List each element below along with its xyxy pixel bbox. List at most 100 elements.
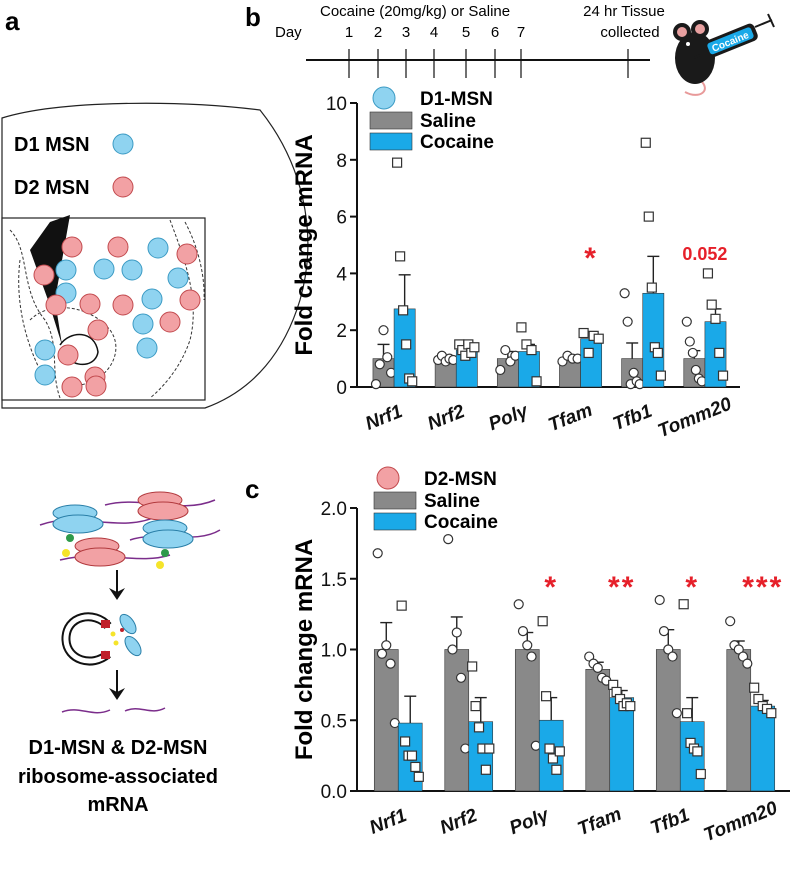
significance-annotation: ** — [608, 571, 635, 604]
cocaine-point — [702, 268, 714, 279]
cocaine-point — [717, 370, 729, 381]
saline-point — [622, 316, 633, 327]
d1-cell — [167, 267, 189, 289]
cocaine-point — [407, 376, 418, 387]
d1-cell — [121, 259, 143, 281]
mrna-strands — [61, 707, 166, 714]
y-tick-label: 0 — [336, 378, 347, 399]
panel-label-c: c — [245, 474, 259, 504]
legend-saline-swatch — [373, 491, 417, 510]
cocaine-point — [652, 347, 663, 359]
cocaine-point — [714, 347, 725, 359]
timeline-day-label: 3 — [402, 24, 410, 41]
panel-label-a: a — [5, 6, 20, 36]
saline-point — [522, 640, 533, 651]
timeline-day-label: 6 — [491, 24, 499, 41]
y-axis-label: Fold change mRNA — [291, 134, 318, 355]
significance-annotation: * — [544, 571, 558, 604]
significance-annotation: *** — [742, 571, 783, 604]
cocaine-point — [554, 746, 565, 757]
saline-point — [517, 626, 529, 637]
d2-cell — [61, 236, 83, 258]
cocaine-point — [391, 157, 403, 168]
cocaine-point — [395, 251, 406, 262]
saline-bar — [726, 649, 752, 792]
saline-point — [654, 594, 665, 606]
magnet-icon — [61, 612, 142, 666]
saline-point — [592, 662, 603, 673]
y-tick-label: 0.0 — [321, 782, 347, 803]
saline-point — [742, 658, 753, 669]
cocaine-bar — [750, 705, 776, 792]
d1-cell — [136, 337, 158, 359]
saline-point — [382, 352, 393, 363]
panel-a-caption-line1: D1-MSN & D2-MSN — [29, 737, 208, 759]
legend-cell-swatch — [376, 466, 400, 490]
cocaine-point — [406, 750, 418, 761]
cocaine-point — [749, 682, 760, 693]
x-tick-label: Tfam — [546, 400, 596, 437]
cocaine-point — [547, 753, 559, 764]
cocaine-point — [516, 322, 527, 333]
legend-d1-swatch — [112, 133, 134, 155]
saline-point — [447, 644, 458, 655]
ribosome-schematic — [39, 491, 221, 569]
saline-point — [381, 640, 392, 651]
cocaine-point — [625, 700, 636, 712]
timeline-tissue-label-2: collected — [600, 24, 659, 41]
cocaine-point — [531, 376, 542, 387]
cocaine-point — [706, 299, 717, 310]
timeline-days: 1 2 3 4 5 6 7 — [345, 24, 525, 78]
d1-cell — [147, 237, 169, 259]
d2-cell — [159, 311, 181, 333]
timeline-day-label: Day — [275, 24, 302, 41]
saline-point — [658, 626, 670, 637]
y-tick-label: 2.0 — [321, 499, 347, 520]
cocaine-point — [540, 691, 552, 702]
saline-point — [687, 347, 698, 359]
panel-a-caption-line3: mRNA — [87, 794, 148, 816]
saline-point — [628, 367, 639, 378]
saline-bar — [585, 669, 611, 792]
legend-d1-label: D1 MSN — [14, 134, 90, 156]
cocaine-point — [578, 327, 589, 339]
cocaine-point — [396, 600, 407, 611]
msn-cells — [33, 236, 201, 398]
x-tick-label: Tfb1 — [648, 805, 693, 839]
y-tick-label: 8 — [336, 151, 347, 172]
y-tick-label: 4 — [336, 264, 347, 285]
significance-annotation: * — [584, 242, 598, 275]
cocaine-point — [643, 211, 654, 222]
down-arrow-1 — [109, 570, 125, 600]
saline-point — [378, 325, 389, 336]
y-tick-label: 1.0 — [321, 641, 347, 662]
cocaine-point — [413, 771, 424, 782]
saline-point — [376, 648, 388, 659]
cocaine-point — [695, 768, 706, 780]
x-tick-label: Nrf1 — [362, 401, 405, 435]
y-axis-label: Fold change mRNA — [291, 539, 318, 760]
cocaine-point — [399, 736, 411, 747]
cocaine-bar — [580, 338, 603, 388]
cocaine-point — [537, 616, 548, 627]
cocaine-point — [401, 339, 412, 350]
y-tick-label: 10 — [326, 94, 347, 115]
legend-saline-swatch — [369, 111, 413, 130]
saline-point — [495, 364, 506, 376]
saline-point — [455, 672, 467, 683]
saline-bar — [655, 649, 681, 792]
timeline-day-label: 5 — [462, 24, 470, 41]
d2-cell — [57, 344, 79, 366]
d1-cell — [132, 313, 154, 335]
saline-point — [443, 534, 454, 545]
chart-b: 0 2 4 6 8 10 Fold change mRNA Nrf1 Nrf2 Polγ Tfam T… — [291, 86, 740, 442]
cocaine-point — [398, 305, 409, 316]
significance-annotation: * — [685, 571, 699, 604]
legend-cocaine-swatch — [373, 512, 417, 531]
cocaine-point — [484, 743, 495, 754]
x-tick-label: Polγ — [507, 804, 553, 839]
d1-cell — [93, 258, 115, 280]
d2-cell — [45, 294, 67, 316]
legend-saline-label: Saline — [424, 491, 480, 512]
